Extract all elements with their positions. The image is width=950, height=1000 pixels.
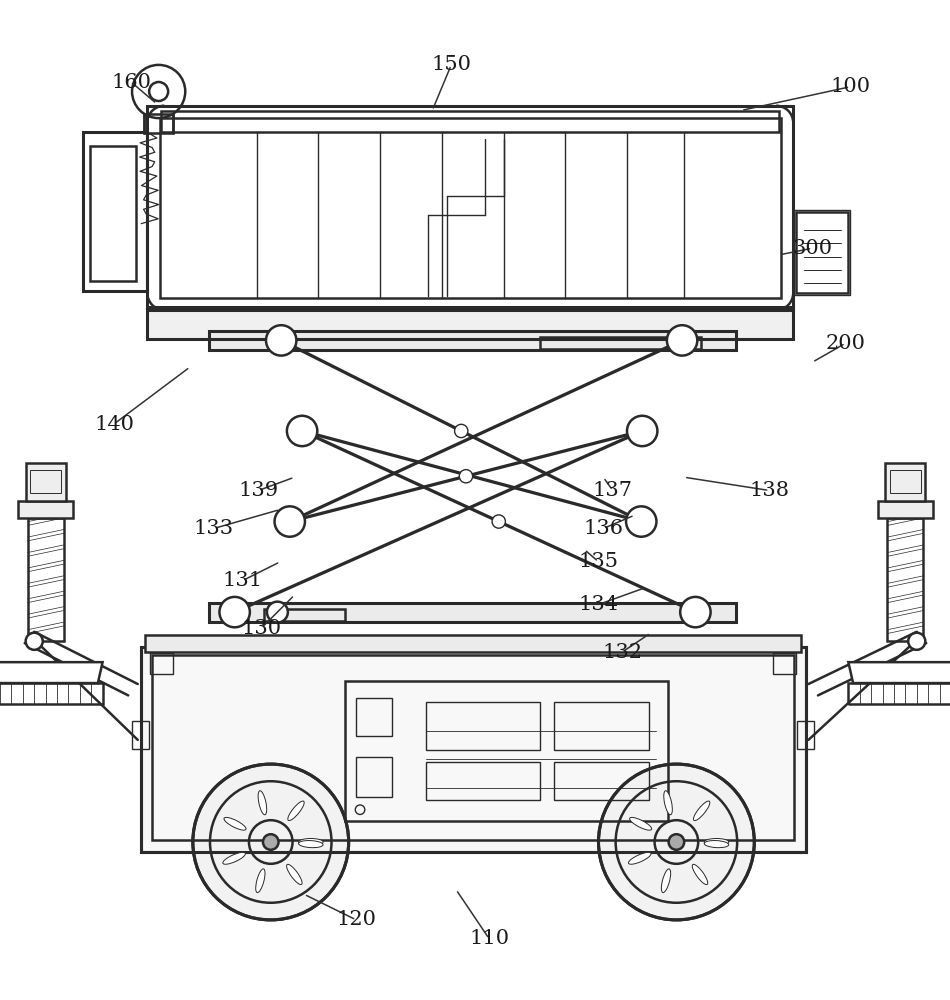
Circle shape [455, 424, 467, 438]
Text: 110: 110 [469, 929, 509, 948]
Text: 130: 130 [241, 619, 281, 638]
Circle shape [492, 515, 505, 528]
Ellipse shape [664, 791, 673, 815]
Bar [554, 702, 649, 750]
Bar [848, 683, 950, 704]
Text: 140: 140 [94, 414, 134, 434]
Text: 160: 160 [111, 73, 151, 92]
Ellipse shape [704, 841, 729, 848]
Bar [209, 331, 736, 350]
Bar [796, 212, 848, 293]
Circle shape [672, 328, 696, 353]
Bar [794, 210, 850, 295]
Text: 138: 138 [750, 481, 789, 500]
Circle shape [193, 764, 349, 920]
Text: 139: 139 [238, 481, 278, 500]
Circle shape [267, 602, 288, 623]
Text: 133: 133 [194, 519, 234, 538]
Bar [356, 757, 392, 797]
Ellipse shape [298, 838, 323, 846]
Bar [160, 118, 781, 298]
Ellipse shape [256, 869, 265, 893]
Circle shape [667, 325, 697, 356]
Circle shape [275, 506, 305, 537]
Ellipse shape [704, 838, 729, 846]
Bar [540, 337, 701, 349]
Text: 132: 132 [602, 643, 642, 662]
Circle shape [287, 416, 317, 446]
Text: 135: 135 [579, 552, 618, 571]
Circle shape [680, 597, 711, 627]
Text: 120: 120 [336, 910, 376, 929]
Polygon shape [0, 662, 103, 683]
Bar [797, 721, 814, 749]
Circle shape [460, 470, 473, 483]
Bar [264, 609, 345, 621]
Circle shape [669, 834, 684, 850]
Bar [773, 653, 796, 674]
Bar [0, 683, 103, 704]
Circle shape [26, 633, 43, 650]
Circle shape [598, 764, 754, 920]
Text: 150: 150 [431, 55, 471, 74]
Ellipse shape [288, 801, 304, 821]
Bar [141, 647, 806, 852]
Bar [885, 463, 925, 501]
Ellipse shape [258, 791, 267, 815]
Text: 131: 131 [222, 571, 262, 590]
Ellipse shape [694, 801, 710, 821]
Bar [145, 635, 801, 652]
Bar [209, 331, 736, 350]
Text: 134: 134 [579, 595, 618, 614]
Text: 136: 136 [583, 519, 623, 538]
Bar [132, 721, 149, 749]
Circle shape [219, 597, 250, 627]
Polygon shape [848, 662, 950, 683]
Bar [426, 762, 540, 800]
Bar [209, 603, 736, 622]
Circle shape [908, 633, 925, 650]
Bar [28, 518, 64, 641]
Bar [152, 655, 794, 840]
Text: 300: 300 [792, 239, 832, 258]
Ellipse shape [693, 864, 708, 885]
Ellipse shape [630, 817, 652, 830]
Bar [147, 307, 793, 338]
Bar [209, 603, 736, 622]
Bar [147, 307, 793, 338]
Text: 137: 137 [593, 481, 633, 500]
Ellipse shape [298, 841, 323, 848]
Bar [150, 653, 173, 674]
Text: 200: 200 [826, 334, 865, 353]
Bar [554, 762, 649, 800]
Bar [356, 698, 392, 736]
Ellipse shape [224, 817, 246, 830]
Bar [345, 680, 668, 821]
Ellipse shape [629, 852, 651, 864]
Circle shape [263, 834, 278, 850]
Bar [147, 106, 793, 310]
Bar [30, 470, 61, 493]
Circle shape [626, 506, 656, 537]
Bar [144, 114, 173, 133]
Ellipse shape [223, 852, 245, 864]
Bar [887, 518, 923, 641]
Text: 100: 100 [830, 77, 870, 96]
Bar [18, 501, 73, 518]
Ellipse shape [661, 869, 671, 893]
Circle shape [266, 325, 296, 356]
Bar [878, 501, 933, 518]
Bar [90, 146, 136, 281]
Bar [83, 132, 147, 291]
Bar [141, 647, 806, 852]
Bar [426, 702, 540, 750]
Bar [890, 470, 921, 493]
Bar [162, 111, 779, 132]
Ellipse shape [287, 864, 302, 885]
Bar [26, 463, 66, 501]
Circle shape [627, 416, 657, 446]
